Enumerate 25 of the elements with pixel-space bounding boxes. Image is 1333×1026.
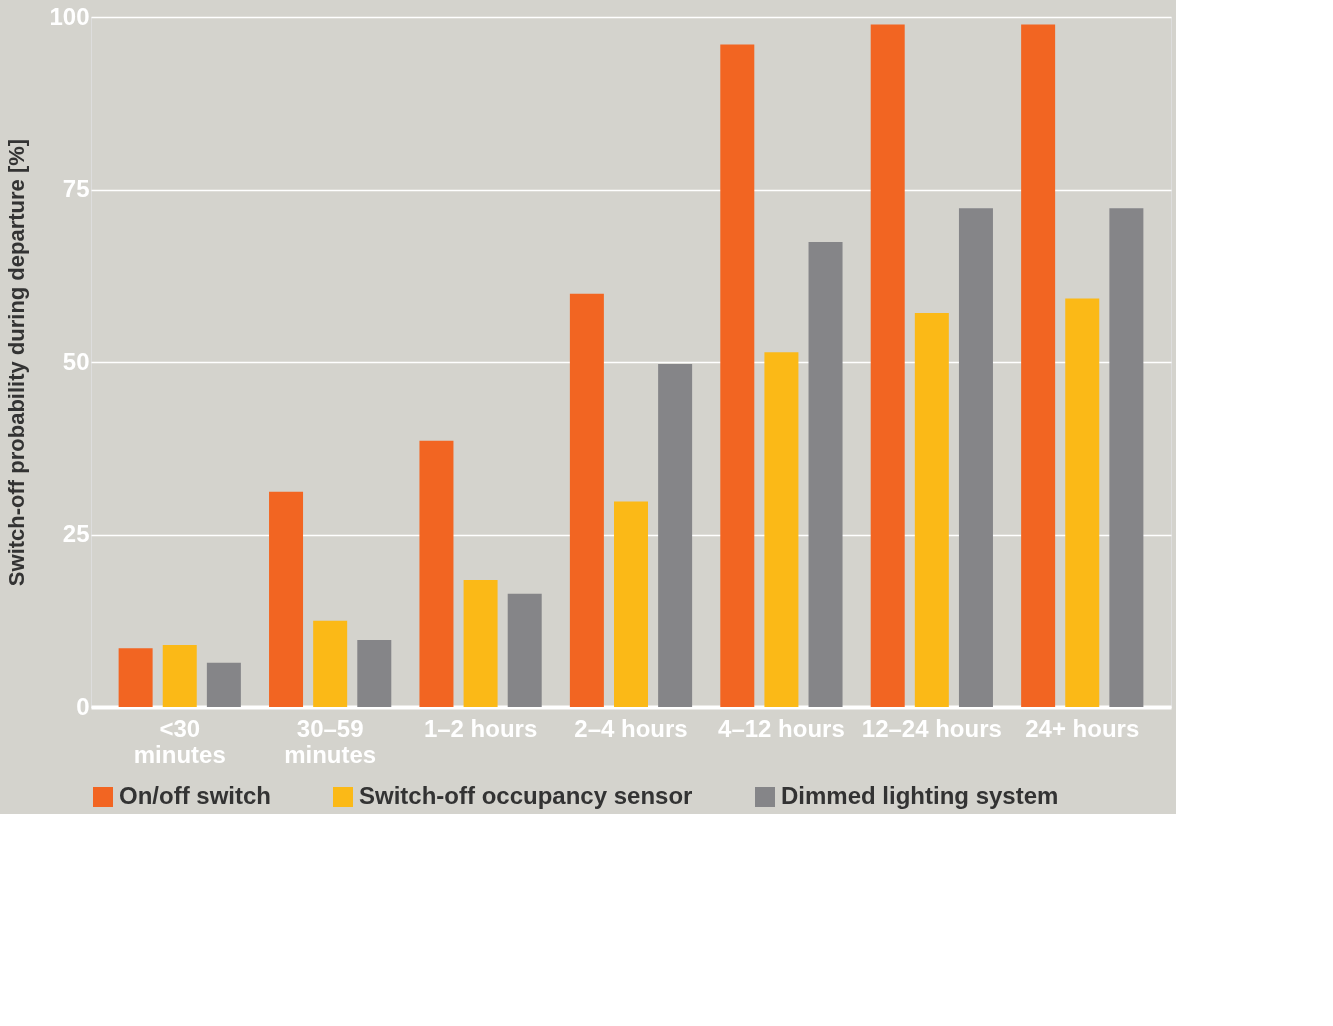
bar	[720, 44, 755, 707]
bar	[569, 293, 604, 707]
bar	[764, 352, 799, 707]
bar	[463, 580, 498, 707]
bar	[1021, 24, 1056, 707]
y-axis-title: Switch-off probability during departure [%]	[4, 138, 30, 587]
bar	[162, 644, 197, 707]
bar	[658, 364, 693, 707]
bar	[808, 241, 843, 707]
bar	[313, 620, 348, 707]
bar	[507, 593, 542, 707]
bar	[357, 640, 392, 707]
bar	[614, 501, 648, 707]
legend-label: On/off switch	[119, 782, 271, 809]
bar	[419, 440, 454, 707]
legend-label: Dimmed lighting system	[781, 782, 1059, 809]
bar	[206, 662, 241, 707]
legend-label: Switch-off occupancy sensor	[359, 782, 693, 809]
bar	[1065, 298, 1100, 707]
bar	[118, 648, 153, 707]
bar	[269, 491, 304, 707]
bar	[870, 24, 905, 707]
bar	[958, 208, 993, 707]
bar	[1109, 208, 1144, 707]
bar	[914, 313, 949, 707]
